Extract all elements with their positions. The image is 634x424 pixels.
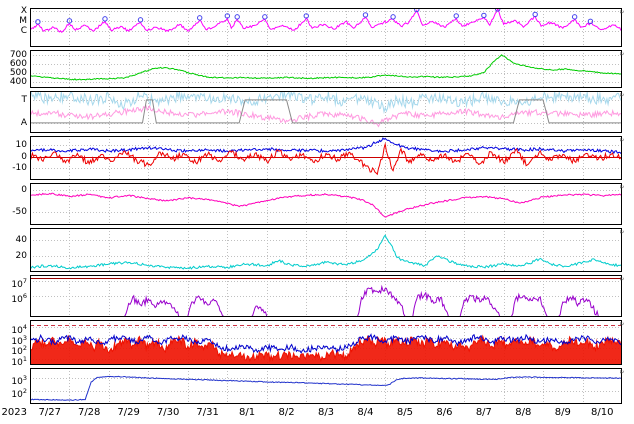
- chart-canvas: [0, 0, 634, 424]
